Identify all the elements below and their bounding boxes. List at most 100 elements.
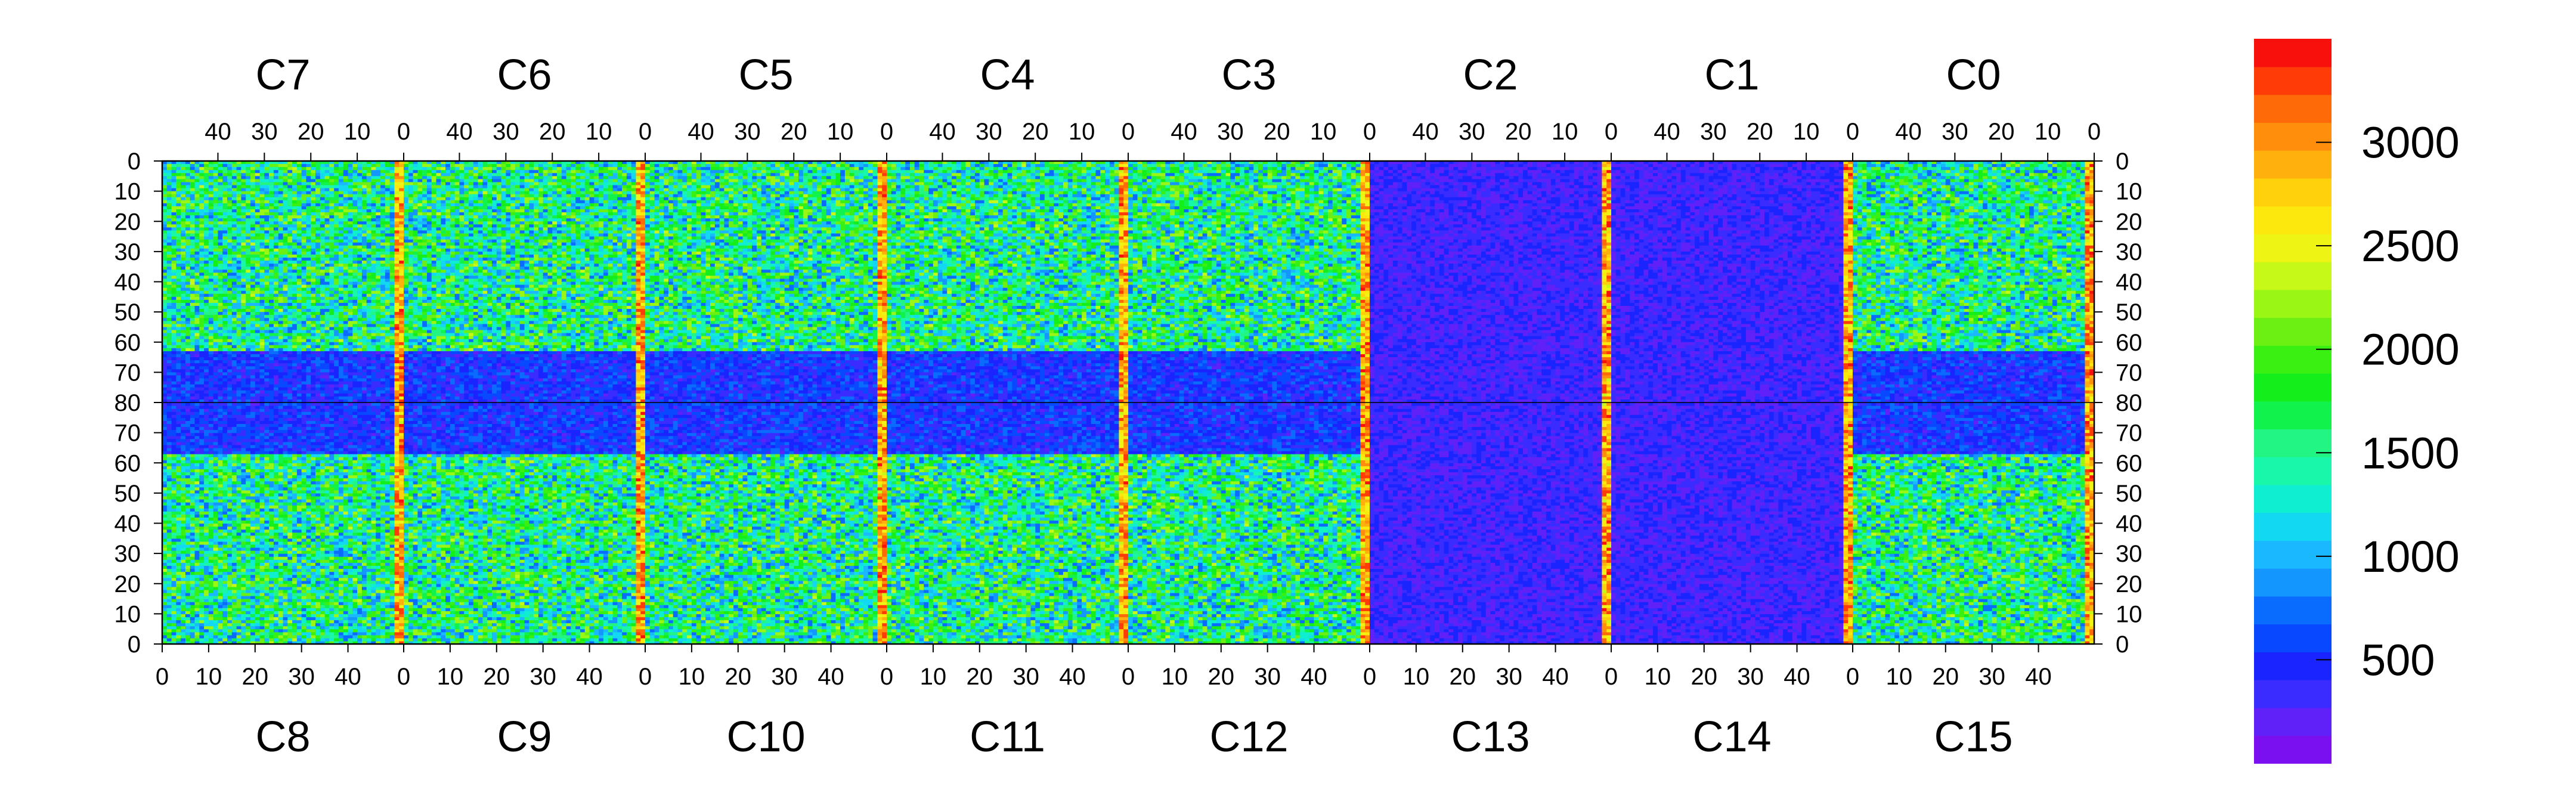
heatmap-cell xyxy=(362,176,367,179)
heatmap-cell xyxy=(190,288,195,292)
heatmap-cell xyxy=(190,312,195,315)
heatmap-cell xyxy=(269,173,274,177)
heatmap-cell xyxy=(348,243,353,246)
heatmap-cell xyxy=(362,252,367,255)
heatmap-cell xyxy=(269,342,274,346)
heatmap-cell xyxy=(269,278,274,282)
heatmap-cell xyxy=(274,246,278,249)
heatmap-cell xyxy=(357,363,362,367)
heatmap-cell xyxy=(320,273,325,276)
heatmap-cell xyxy=(227,366,232,370)
heatmap-cell xyxy=(357,282,362,286)
heatmap-cell xyxy=(241,197,246,201)
heatmap-cell xyxy=(302,176,306,179)
heatmap-cell xyxy=(306,303,311,306)
heatmap-cell xyxy=(297,212,302,216)
heatmap-cell xyxy=(204,333,209,337)
heatmap-cell xyxy=(320,385,325,388)
heatmap-cell xyxy=(311,327,315,330)
heatmap-cell xyxy=(329,315,334,318)
heatmap-cell xyxy=(329,357,334,361)
heatmap-cell xyxy=(199,394,204,397)
heatmap-cell xyxy=(264,218,269,222)
heatmap-cell xyxy=(306,267,311,270)
heatmap-cell xyxy=(297,342,302,346)
heatmap-cell xyxy=(264,391,269,394)
heatmap-cell xyxy=(315,252,320,255)
heatmap-cell xyxy=(306,275,311,279)
heatmap-cell xyxy=(162,176,167,179)
heatmap-cell xyxy=(199,191,204,195)
heatmap-cell xyxy=(185,354,190,358)
heatmap-cell xyxy=(185,230,190,234)
heatmap-cell xyxy=(241,182,246,185)
heatmap-cell xyxy=(181,261,185,264)
heatmap-cell xyxy=(199,333,204,337)
heatmap-cell xyxy=(222,297,227,301)
heatmap-cell xyxy=(264,212,269,216)
heatmap-cell xyxy=(199,375,204,379)
heatmap-cell xyxy=(274,357,278,361)
heatmap-cell xyxy=(297,182,302,185)
heatmap-cell xyxy=(204,354,209,358)
heatmap-cell xyxy=(269,230,274,234)
heatmap-cell xyxy=(222,345,227,349)
heatmap-cell xyxy=(260,285,265,289)
heatmap-cell xyxy=(162,278,167,282)
heatmap-cell xyxy=(204,255,209,258)
heatmap-cell xyxy=(311,300,315,304)
heatmap-cell xyxy=(311,170,315,174)
heatmap-cell xyxy=(334,303,339,306)
heatmap-cell xyxy=(185,303,190,306)
heatmap-cell xyxy=(348,382,353,385)
heatmap-cell xyxy=(190,291,195,295)
heatmap-cell xyxy=(292,360,297,364)
heatmap-cell xyxy=(269,345,274,349)
heatmap-cell xyxy=(352,176,357,179)
heatmap-cell xyxy=(302,369,306,373)
heatmap-cell xyxy=(274,237,278,240)
heatmap-cell xyxy=(297,176,302,179)
heatmap-cell xyxy=(213,382,218,385)
heatmap-cell xyxy=(232,194,237,198)
heatmap-cell xyxy=(348,360,353,364)
heatmap-cell xyxy=(241,333,246,337)
heatmap-cell xyxy=(334,206,339,210)
heatmap-cell xyxy=(264,318,269,321)
heatmap-cell xyxy=(283,200,288,204)
heatmap-cell xyxy=(167,345,172,349)
heatmap-cell xyxy=(264,278,269,282)
heatmap-cell xyxy=(213,203,218,207)
heatmap-cell xyxy=(176,270,181,273)
heatmap-cell xyxy=(167,167,172,171)
heatmap-cell xyxy=(185,167,190,171)
heatmap-cell xyxy=(297,354,302,358)
heatmap-cell xyxy=(190,230,195,234)
heatmap-cell xyxy=(232,206,237,210)
heatmap-cell xyxy=(246,388,250,391)
heatmap-cell xyxy=(199,200,204,204)
heatmap-cell xyxy=(195,246,200,249)
heatmap-cell xyxy=(306,234,311,237)
heatmap-cell xyxy=(264,227,269,231)
heatmap-cell xyxy=(352,360,357,364)
heatmap-cell xyxy=(278,164,283,168)
heatmap-cell xyxy=(329,215,334,219)
heatmap-cell xyxy=(302,209,306,213)
heatmap-cell xyxy=(352,212,357,216)
heatmap-cell xyxy=(315,309,320,312)
heatmap-cell xyxy=(167,255,172,258)
heatmap-cell xyxy=(162,164,167,168)
heatmap-cell xyxy=(260,297,265,301)
heatmap-cell xyxy=(232,209,237,213)
heatmap-cell xyxy=(264,240,269,243)
heatmap-cell xyxy=(274,369,278,373)
heatmap-cell xyxy=(362,366,367,370)
heatmap-cell xyxy=(357,230,362,234)
heatmap-cell xyxy=(311,397,315,400)
heatmap-cell xyxy=(315,385,320,388)
heatmap-cell xyxy=(274,194,278,198)
heatmap-cell xyxy=(167,173,172,177)
heatmap-cell xyxy=(292,191,297,195)
heatmap-cell xyxy=(329,366,334,370)
